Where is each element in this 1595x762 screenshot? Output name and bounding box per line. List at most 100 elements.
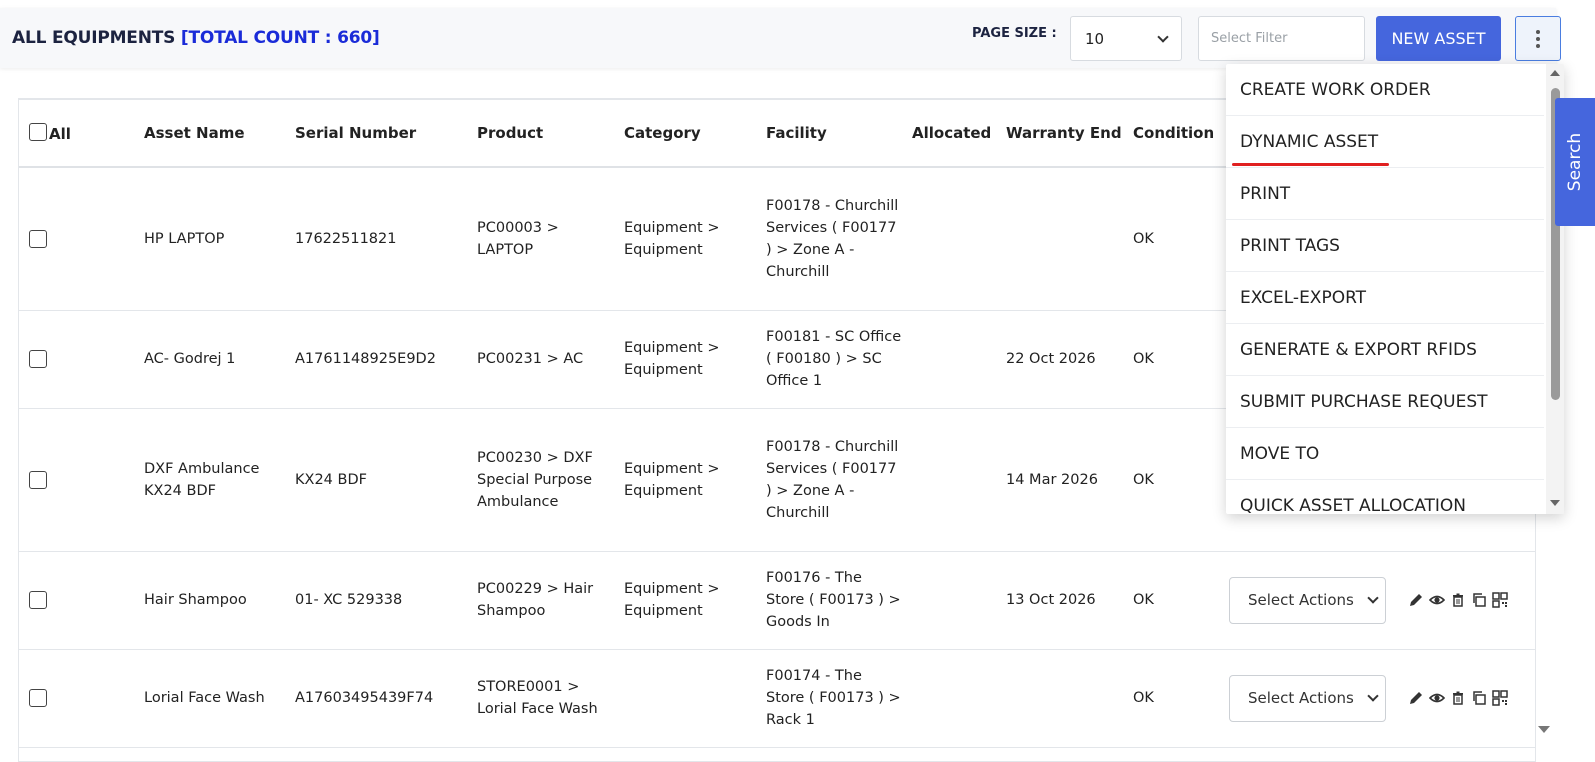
page-title: ALL EQUIPMENTS [TOTAL COUNT : 660] xyxy=(12,28,380,48)
row-checkbox[interactable] xyxy=(29,229,47,248)
qr-code-icon[interactable] xyxy=(1492,592,1508,608)
cell-facility: F00178 - Churchill Services ( F00177 ) >… xyxy=(762,167,908,311)
header-asset-name[interactable]: Asset Name xyxy=(140,100,291,168)
cell-allocated xyxy=(908,551,1002,650)
delete-trash-icon[interactable] xyxy=(1450,592,1466,608)
menu-item-submit-purchase-request[interactable]: SUBMIT PURCHASE REQUEST xyxy=(1226,376,1544,428)
select-actions-dropdown[interactable]: Select Actions xyxy=(1229,674,1386,722)
menu-item-move-to[interactable]: MOVE TO xyxy=(1226,428,1544,480)
table-row: AC- Godrej 1 A1761148925E9D2 PC00231 > A… xyxy=(19,310,1535,409)
page-size-value: 10 xyxy=(1085,29,1105,48)
scroll-down-arrow-icon[interactable] xyxy=(1550,500,1560,506)
edit-pencil-icon[interactable] xyxy=(1408,690,1424,706)
row-checkbox[interactable] xyxy=(29,350,47,368)
cell-condition: OK xyxy=(1129,167,1225,311)
cell-product: PC00229 > Hair Shampoo xyxy=(473,551,620,650)
cell-condition: OK xyxy=(1129,408,1225,552)
cell-warranty-end: 22 Oct 2026 xyxy=(1002,310,1129,409)
header-allocated[interactable]: Allocated xyxy=(908,100,1002,168)
cell-category: Equipment > Equipment xyxy=(620,551,762,650)
cell-actions: Select Actions xyxy=(1225,551,1404,650)
menu-item-generate-export-rfids[interactable]: GENERATE & EXPORT RFIDS xyxy=(1226,324,1544,376)
menu-item-print-tags[interactable]: PRINT TAGS xyxy=(1226,220,1544,272)
cell-asset-name: Hair Shampoo xyxy=(140,551,291,650)
cell-serial-number: 17622511821 xyxy=(291,167,473,311)
search-tab-label: Search xyxy=(1565,132,1585,192)
delete-trash-icon[interactable] xyxy=(1450,690,1466,706)
page-size-select[interactable]: 10 xyxy=(1070,16,1182,61)
row-checkbox[interactable] xyxy=(29,689,47,707)
copy-icon[interactable] xyxy=(1471,690,1487,706)
page-header: ALL EQUIPMENTS [TOTAL COUNT : 660] PAGE … xyxy=(0,8,1561,68)
header-condition[interactable]: Condition xyxy=(1129,100,1225,168)
cell-warranty-end xyxy=(1002,167,1129,311)
cell-actions: Select Actions xyxy=(1225,649,1404,748)
all-label: All xyxy=(49,125,71,143)
menu-item-print[interactable]: PRINT xyxy=(1226,168,1544,220)
table-row: Hair Shampoo 01- XC 529338 PC00229 > Hai… xyxy=(19,551,1535,650)
cell-category: Equipment > Equipment xyxy=(620,310,762,409)
cell-facility: F00178 - Churchill Services ( F00177 ) >… xyxy=(762,408,908,552)
scroll-up-arrow-icon[interactable] xyxy=(1550,70,1560,76)
table-row: DXF Ambulance KX24 BDF KX24 BDF PC00230 … xyxy=(19,408,1535,552)
select-all-header: All xyxy=(19,100,140,168)
edit-pencil-icon[interactable] xyxy=(1408,592,1424,608)
cell-condition: OK xyxy=(1129,649,1225,748)
cell-category: Equipment > Equipment xyxy=(620,167,762,311)
cell-product: PC00231 > AC xyxy=(473,310,620,409)
cell-serial-number: KX24 BDF xyxy=(291,408,473,552)
table-row: Lorial Face Wash A17603495439F74 STORE00… xyxy=(19,649,1535,748)
select-actions-label: Select Actions xyxy=(1248,591,1354,609)
menu-item-dynamic-asset[interactable]: DYNAMIC ASSET xyxy=(1226,116,1544,168)
cell-allocated xyxy=(908,649,1002,748)
page-title-text: ALL EQUIPMENTS xyxy=(12,28,176,48)
select-actions-dropdown[interactable]: Select Actions xyxy=(1229,576,1386,624)
header-category[interactable]: Category xyxy=(620,100,762,168)
cell-allocated xyxy=(908,167,1002,311)
cell-row-tools xyxy=(1404,649,1535,748)
cell-facility: F00174 - The Store ( F00173 ) > Rack 1 xyxy=(762,649,908,748)
menu-item-quick-asset-allocation[interactable]: QUICK ASSET ALLOCATION xyxy=(1226,480,1544,515)
menu-scroll-thumb[interactable] xyxy=(1551,88,1560,400)
menu-item-create-work-order[interactable]: CREATE WORK ORDER xyxy=(1226,64,1544,116)
view-eye-icon[interactable] xyxy=(1429,592,1445,608)
cell-serial-number: A1761148925E9D2 xyxy=(291,310,473,409)
chevron-down-icon xyxy=(1157,30,1169,43)
header-warranty-end[interactable]: Warranty End xyxy=(1002,100,1129,168)
search-side-tab[interactable]: Search xyxy=(1555,98,1595,226)
cell-serial-number: A17603495439F74 xyxy=(291,649,473,748)
kebab-dot-icon xyxy=(1536,43,1540,48)
kebab-dot-icon xyxy=(1536,36,1540,41)
cell-warranty-end: 13 Oct 2026 xyxy=(1002,551,1129,650)
cell-facility: F00181 - SC Office ( F00180 ) > SC Offic… xyxy=(762,310,908,409)
new-asset-button[interactable]: NEW ASSET xyxy=(1376,16,1501,61)
view-eye-icon[interactable] xyxy=(1429,690,1445,706)
cell-product: PC00003 > LAPTOP xyxy=(473,167,620,311)
chevron-down-icon xyxy=(1367,690,1379,702)
cell-allocated xyxy=(908,310,1002,409)
filter-input[interactable] xyxy=(1198,16,1365,61)
page-size-label: PAGE SIZE : xyxy=(972,26,1057,41)
copy-icon[interactable] xyxy=(1471,592,1487,608)
row-checkbox[interactable] xyxy=(29,591,47,609)
header-serial-number[interactable]: Serial Number xyxy=(291,100,473,168)
cell-serial-number: 01- XC 529338 xyxy=(291,551,473,650)
cell-condition: OK xyxy=(1129,310,1225,409)
cell-asset-name: Lorial Face Wash xyxy=(140,649,291,748)
row-checkbox[interactable] xyxy=(29,470,47,489)
more-options-button[interactable] xyxy=(1515,16,1561,61)
cell-facility: F00176 - The Store ( F00173 ) > Goods In xyxy=(762,551,908,650)
cell-asset-name: AC- Godrej 1 xyxy=(140,310,291,409)
kebab-dot-icon xyxy=(1536,29,1540,34)
page-scroll-down-arrow-icon[interactable] xyxy=(1538,726,1550,733)
menu-item-excel-export[interactable]: EXCEL-EXPORT xyxy=(1226,272,1544,324)
cell-allocated xyxy=(908,408,1002,552)
header-facility[interactable]: Facility xyxy=(762,100,908,168)
cell-category xyxy=(620,649,762,748)
qr-code-icon[interactable] xyxy=(1492,690,1508,706)
select-actions-label: Select Actions xyxy=(1248,689,1354,707)
header-product[interactable]: Product xyxy=(473,100,620,168)
cell-warranty-end xyxy=(1002,649,1129,748)
select-all-checkbox[interactable] xyxy=(29,123,47,141)
total-count: [TOTAL COUNT : 660] xyxy=(180,28,380,48)
